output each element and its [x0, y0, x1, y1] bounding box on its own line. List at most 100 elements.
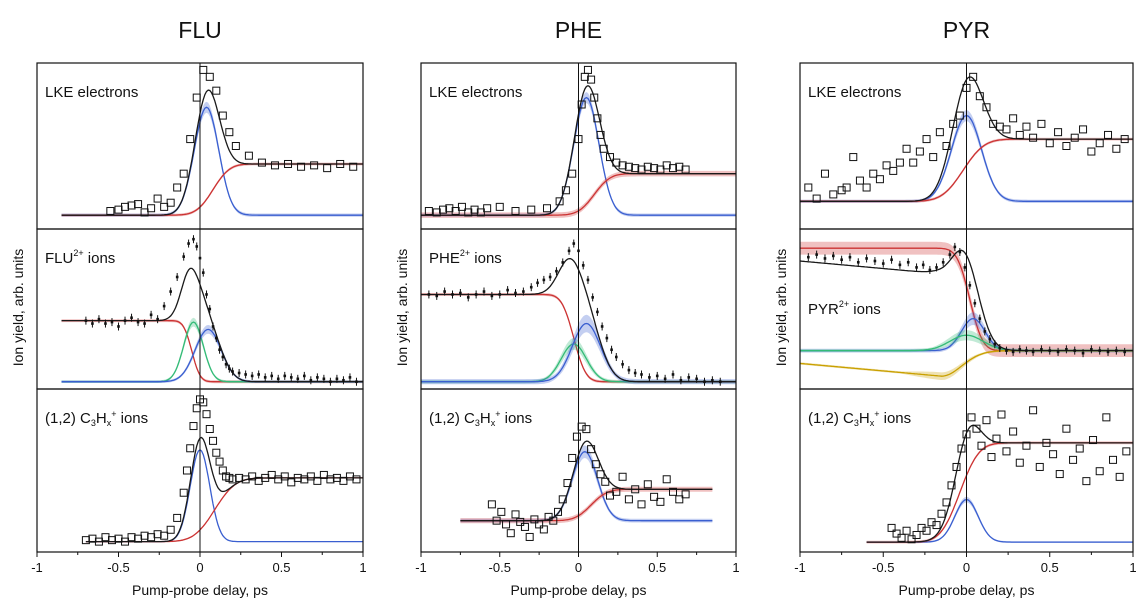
data-point — [1029, 133, 1038, 142]
data-point — [474, 293, 478, 296]
x-tick-label: 1 — [1129, 560, 1136, 575]
data-point — [631, 164, 640, 173]
data-point — [443, 290, 446, 293]
data-point — [205, 293, 208, 296]
panel-label-sub: 3 — [854, 418, 859, 428]
data-point — [179, 169, 188, 178]
data-point — [902, 144, 911, 153]
data-point — [495, 202, 504, 211]
data-point — [973, 301, 977, 305]
data-point — [516, 517, 525, 526]
data-point — [274, 475, 283, 484]
data-point — [231, 142, 240, 150]
x-tick-label: 0 — [963, 560, 970, 575]
panel-label: LKE electrons — [45, 84, 138, 101]
data-point — [121, 537, 130, 546]
panel-label-text: PHE — [429, 250, 460, 267]
data-point — [998, 346, 1002, 350]
data-point — [225, 128, 234, 137]
data-point — [643, 480, 652, 489]
data-point — [536, 281, 539, 285]
data-point — [978, 317, 982, 320]
data-point — [718, 380, 722, 384]
data-point — [881, 262, 885, 265]
data-point — [289, 376, 293, 379]
data-point — [563, 479, 572, 488]
fit-band-slow — [460, 486, 713, 524]
data-point — [988, 337, 992, 341]
data-point — [1087, 147, 1096, 156]
data-point — [186, 444, 195, 453]
data-point — [669, 487, 677, 496]
data-point — [283, 374, 287, 378]
data-point — [1079, 125, 1088, 134]
data-point — [675, 495, 684, 504]
x-tick-label: 1 — [359, 560, 366, 575]
data-point — [957, 444, 966, 453]
data-point — [424, 207, 433, 216]
panel-label: (1,2) C3Hx+ ions — [429, 409, 532, 428]
data-point — [820, 169, 829, 178]
data-point — [498, 293, 502, 296]
data-point — [650, 492, 659, 501]
data-point — [612, 487, 621, 496]
data-point — [192, 93, 201, 102]
data-point — [586, 278, 590, 282]
data-point — [1115, 472, 1124, 481]
data-point — [671, 373, 675, 376]
data-point — [107, 536, 116, 545]
x-tick-label: 0.5 — [272, 560, 290, 575]
data-point — [832, 254, 835, 258]
data-point — [348, 376, 352, 379]
data-point — [127, 201, 136, 210]
data-point — [627, 368, 631, 372]
data-point — [615, 355, 618, 359]
data-point — [618, 161, 627, 170]
data-point — [182, 255, 185, 258]
data-point — [596, 470, 605, 479]
data-point — [601, 477, 610, 486]
data-point — [955, 111, 964, 120]
panel: PYR2+ ions — [799, 228, 1134, 390]
data-point — [1031, 350, 1035, 354]
data-point — [599, 144, 608, 153]
data-point — [948, 253, 952, 256]
panel-plot-area — [81, 395, 363, 546]
data-point — [306, 472, 315, 481]
data-point — [490, 294, 494, 298]
panel-label-sup: + — [874, 409, 879, 419]
data-point — [596, 130, 605, 139]
data-point — [134, 200, 143, 209]
data-point — [212, 86, 221, 95]
data-point — [906, 260, 910, 264]
data-point — [605, 336, 609, 340]
data-point — [865, 257, 868, 260]
data-point — [284, 159, 293, 168]
data-point — [218, 111, 227, 120]
data-point — [922, 135, 931, 144]
panel-label-tail: ions — [116, 410, 148, 427]
panel-label-text: (1,2) C — [808, 410, 854, 427]
panel-label: PHE2+ ions — [429, 248, 502, 267]
data-point — [687, 376, 691, 379]
data-point — [650, 164, 659, 173]
data-point — [1062, 424, 1071, 433]
fit-band-fast — [866, 496, 1133, 543]
data-point — [175, 275, 179, 279]
data-point — [892, 529, 901, 538]
data-point — [1022, 441, 1031, 450]
data-point — [459, 291, 462, 295]
data-point — [195, 245, 199, 248]
data-point — [1049, 450, 1058, 459]
data-point — [201, 271, 205, 274]
data-point — [967, 413, 976, 422]
data-point — [656, 165, 665, 174]
data-point — [211, 325, 215, 328]
data-point — [529, 285, 533, 289]
panel-label-sub: 3 — [475, 418, 480, 428]
panel-label-tail: ions — [470, 250, 502, 267]
data-point — [522, 290, 525, 293]
panel-label-sup: 2+ — [73, 248, 83, 258]
data-point — [349, 162, 358, 171]
